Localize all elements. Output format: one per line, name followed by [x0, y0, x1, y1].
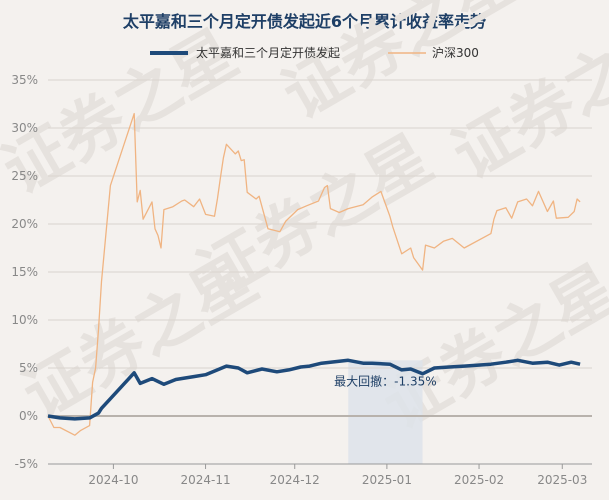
y-tick-label: 30% — [11, 121, 38, 135]
legend: 太平嘉和三个月定开债发起 沪深300 — [150, 45, 479, 60]
chart-title: 太平嘉和三个月定开债发起近6个月累计收益率走势 — [122, 12, 487, 31]
y-tick-label: -5% — [15, 457, 38, 471]
drawdown-band — [348, 360, 423, 464]
axis-layer: -5% 0% 5% 10% 15% 20% 25% 30% 35% 2024-10 2024-11 2… — [11, 73, 592, 487]
y-tick-label: 5% — [19, 361, 38, 375]
x-tick-label: 2025-02 — [454, 473, 504, 487]
x-tick-label: 2025-03 — [537, 473, 587, 487]
x-tick-label: 2025-01 — [362, 473, 412, 487]
x-tick-label: 2024-11 — [180, 473, 230, 487]
x-tick-label: 2024-10 — [88, 473, 138, 487]
legend-label-fund: 太平嘉和三个月定开债发起 — [196, 45, 340, 60]
drawdown-label: 最大回撤：-1.35% — [334, 373, 436, 388]
x-tick-label: 2024-12 — [270, 473, 320, 487]
y-tick-label: 20% — [11, 217, 38, 231]
watermark-text: 证券之星 — [11, 242, 270, 434]
fund-line — [47, 358, 581, 421]
legend-label-index: 沪深300 — [432, 46, 479, 60]
y-tick-label: 15% — [11, 265, 38, 279]
index-line — [47, 112, 581, 436]
y-tick-label: 0% — [19, 409, 38, 423]
y-tick-label: 25% — [11, 169, 38, 183]
y-tick-label: 10% — [11, 313, 38, 327]
series-layer — [47, 112, 581, 436]
y-tick-label: 35% — [11, 73, 38, 87]
